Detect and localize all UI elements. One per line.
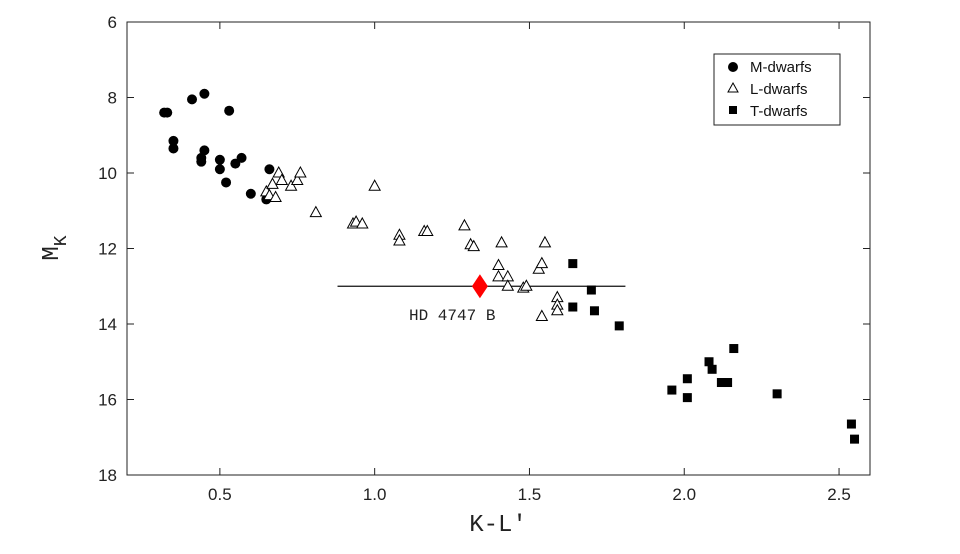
- point-t-dwarfs: [586, 285, 596, 295]
- point-t-dwarfs: [846, 419, 856, 429]
- point-l-dwarfs: [535, 256, 549, 269]
- point-l-dwarfs: [501, 279, 515, 291]
- point-m-dwarfs: [214, 164, 225, 175]
- y-axis-label-main: M: [39, 246, 66, 260]
- point-l-dwarfs: [368, 179, 382, 191]
- point-t-dwarfs: [772, 389, 782, 399]
- legend-marker-t-dwarfs: [729, 106, 737, 114]
- point-l-dwarfs: [290, 173, 304, 186]
- point-m-dwarfs: [168, 135, 179, 146]
- point-t-dwarfs: [568, 302, 578, 312]
- x-tick-label: 1.0: [363, 485, 387, 504]
- point-l-dwarfs: [532, 262, 546, 274]
- point-t-dwarfs: [707, 364, 717, 374]
- point-l-dwarfs: [420, 224, 434, 237]
- legend: M-dwarfs L-dwarfs T-dwarfs: [713, 53, 841, 126]
- point-t-dwarfs: [682, 374, 692, 384]
- x-tick-label: 2.5: [827, 485, 851, 504]
- point-l-dwarfs: [535, 309, 549, 321]
- point-t-dwarfs: [723, 378, 733, 388]
- point-m-dwarfs: [224, 105, 235, 116]
- legend-label-t-dwarfs: T-dwarfs: [750, 103, 808, 120]
- point-l-dwarfs: [269, 190, 282, 203]
- point-m-dwarfs: [196, 156, 207, 167]
- y-tick-label: 12: [98, 240, 117, 259]
- y-axis-label-sub: K: [52, 235, 72, 246]
- point-t-dwarfs: [614, 321, 624, 331]
- point-l-dwarfs: [520, 279, 533, 291]
- point-l-dwarfs: [492, 269, 505, 282]
- legend-marker-m-dwarfs: [728, 62, 738, 72]
- point-l-dwarfs: [550, 303, 564, 316]
- point-m-dwarfs: [168, 143, 179, 154]
- point-m-dwarfs: [162, 107, 173, 118]
- point-l-dwarfs: [294, 165, 307, 178]
- axis-ticks: [127, 21, 870, 476]
- point-l-dwarfs: [266, 177, 279, 189]
- point-l-dwarfs: [275, 173, 289, 186]
- point-t-dwarfs: [568, 259, 578, 269]
- point-t-dwarfs: [667, 385, 677, 395]
- y-tick-label: 8: [108, 89, 117, 108]
- point-l-dwarfs: [538, 235, 552, 248]
- y-tick-label: 10: [98, 164, 117, 183]
- y-tick-label: 16: [98, 391, 117, 410]
- point-t-dwarfs: [716, 378, 726, 388]
- point-m-dwarfs: [199, 145, 210, 156]
- x-axis-label: K-L': [469, 512, 527, 539]
- y-tick-label: 18: [98, 466, 117, 485]
- point-l-dwarfs: [284, 179, 298, 191]
- point-m-dwarfs: [236, 152, 247, 163]
- point-m-dwarfs: [214, 154, 225, 165]
- x-tick-label: 0.5: [208, 485, 232, 504]
- point-m-dwarfs: [221, 177, 232, 188]
- point-m-dwarfs: [187, 94, 198, 105]
- point-m-dwarfs: [245, 188, 256, 199]
- legend-marker-l-dwarfs: [727, 81, 739, 93]
- y-tick-label: 6: [108, 13, 117, 32]
- point-t-dwarfs: [850, 434, 860, 444]
- y-axis-label: MK: [39, 235, 72, 260]
- point-t-dwarfs: [682, 393, 692, 403]
- data-marks: [159, 88, 860, 444]
- point-t-dwarfs: [729, 344, 739, 354]
- point-l-dwarfs: [393, 233, 406, 246]
- point-l-dwarfs: [309, 205, 323, 218]
- x-tick-label: 2.0: [672, 485, 696, 504]
- axis-tick-labels: 0.5 1.0 1.5 2.0 2.5 6 8 10 12 14 16 18: [98, 13, 851, 504]
- point-l-dwarfs: [492, 258, 505, 270]
- legend-label-l-dwarfs: L-dwarfs: [750, 81, 808, 98]
- legend-label-m-dwarfs: M-dwarfs: [750, 59, 812, 76]
- highlight-point: [471, 274, 488, 299]
- point-l-dwarfs: [467, 239, 481, 252]
- point-l-dwarfs: [355, 216, 369, 229]
- point-t-dwarfs: [704, 357, 714, 367]
- highlight-annotation: HD 4747 B: [409, 307, 495, 325]
- point-l-dwarfs: [495, 235, 508, 248]
- point-l-dwarfs: [458, 218, 471, 231]
- x-tick-label: 1.5: [518, 485, 542, 504]
- point-m-dwarfs: [199, 88, 210, 99]
- y-tick-label: 14: [98, 315, 117, 334]
- point-m-dwarfs: [264, 164, 275, 175]
- point-t-dwarfs: [589, 306, 599, 316]
